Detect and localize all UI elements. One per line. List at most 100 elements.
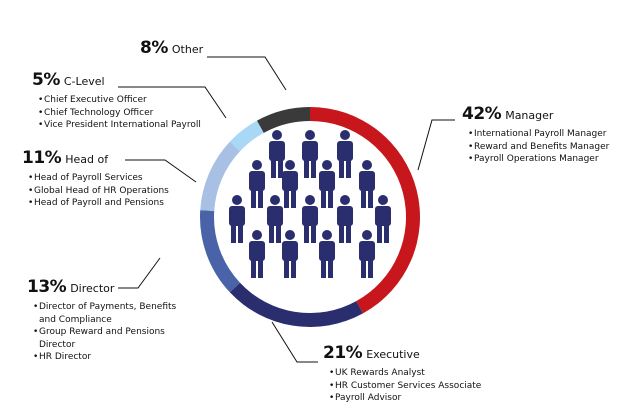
item: HR Director — [33, 351, 177, 364]
person-head — [252, 230, 262, 240]
item: Head of Payroll Services — [28, 172, 169, 185]
person-leg — [251, 258, 256, 278]
percent-label: 8% — [140, 38, 168, 58]
person-body — [267, 206, 283, 226]
person-leg — [238, 223, 243, 243]
donut-segment — [200, 141, 241, 211]
person-body — [269, 141, 285, 161]
person-head — [340, 195, 350, 205]
person-head — [272, 130, 282, 140]
person-leg — [258, 188, 263, 208]
person-body — [282, 171, 298, 191]
item: Chief Executive Officer — [38, 94, 201, 107]
category-label: 8% Other — [140, 38, 203, 58]
percent-label: 21% — [323, 343, 363, 363]
person-body — [302, 206, 318, 226]
item: Vice President International Payroll — [38, 119, 201, 132]
person-icon — [319, 230, 335, 278]
person-body — [319, 241, 335, 261]
person-body — [319, 171, 335, 191]
person-icon — [337, 195, 353, 243]
person-leg — [278, 158, 283, 178]
percent-label: 13% — [27, 277, 67, 297]
category-name: Other — [171, 43, 204, 56]
person-leg — [269, 223, 274, 243]
leader-line — [271, 321, 318, 363]
person-head — [362, 230, 372, 240]
item-list: UK Rewards AnalystHR Customer Services A… — [329, 367, 481, 405]
person-head — [270, 195, 280, 205]
item-list: Director of Payments, Benefits and Compl… — [33, 301, 177, 364]
item-list: Head of Payroll ServicesGlobal Head of H… — [28, 172, 169, 210]
person-body — [337, 141, 353, 161]
item: Global Head of HR Operations — [28, 185, 169, 198]
person-body — [229, 206, 245, 226]
person-body — [375, 206, 391, 226]
person-leg — [361, 188, 366, 208]
leader-line — [118, 86, 227, 119]
person-leg — [231, 223, 236, 243]
person-leg — [339, 223, 344, 243]
person-leg — [377, 223, 382, 243]
category-label: 42%Manager International Payroll ManagerR… — [462, 104, 609, 166]
person-head — [378, 195, 388, 205]
label-head: 13% Director — [27, 277, 177, 297]
person-leg — [311, 158, 316, 178]
label-head: 21% Executive — [323, 343, 481, 363]
item: Reward and Benefits Manager — [468, 141, 609, 154]
item: UK Rewards Analyst — [329, 367, 481, 380]
person-leg — [384, 223, 389, 243]
category-label: 5%C-Level Chief Executive OfficerChief Te… — [32, 70, 201, 132]
leader-lines — [118, 56, 455, 363]
person-leg — [328, 258, 333, 278]
label-head: 8% Other — [140, 38, 203, 58]
person-leg — [346, 223, 351, 243]
person-head — [340, 130, 350, 140]
person-body — [282, 241, 298, 261]
person-leg — [284, 188, 289, 208]
person-icon — [359, 230, 375, 278]
category-label: 13%Director Director of Payments, Benefit… — [27, 277, 177, 364]
person-icon — [282, 230, 298, 278]
person-icon — [249, 230, 265, 278]
category-name: Director — [70, 282, 115, 295]
person-leg — [276, 223, 281, 243]
item: Payroll Operations Manager — [468, 153, 609, 166]
donut-segment — [310, 107, 420, 314]
item: Group Reward and Pensions Director — [33, 326, 177, 351]
person-icon — [375, 195, 391, 243]
person-icon — [302, 195, 318, 243]
person-icon — [319, 160, 335, 208]
person-leg — [328, 188, 333, 208]
leader-line — [125, 159, 197, 183]
donut-segment — [257, 107, 310, 133]
person-leg — [271, 158, 276, 178]
person-leg — [304, 223, 309, 243]
person-head — [285, 230, 295, 240]
category-name: C-Level — [63, 75, 105, 88]
person-body — [359, 171, 375, 191]
person-icon — [249, 160, 265, 208]
person-leg — [304, 158, 309, 178]
percent-label: 42% — [462, 104, 502, 124]
leader-line — [207, 56, 287, 91]
category-name: Head of — [65, 153, 109, 166]
item: Payroll Advisor — [329, 392, 481, 405]
leader-line — [417, 119, 455, 171]
item: International Payroll Manager — [468, 128, 609, 141]
person-leg — [321, 258, 326, 278]
person-leg — [251, 188, 256, 208]
person-icon — [269, 130, 285, 178]
person-leg — [368, 188, 373, 208]
person-leg — [361, 258, 366, 278]
donut-segment — [229, 120, 264, 152]
person-leg — [258, 258, 263, 278]
person-icon — [302, 130, 318, 178]
person-head — [362, 160, 372, 170]
item: HR Customer Services Associate — [329, 380, 481, 393]
person-icon — [267, 195, 283, 243]
person-head — [305, 130, 315, 140]
category-label: 21%Executive UK Rewards AnalystHR Custome… — [323, 343, 481, 405]
